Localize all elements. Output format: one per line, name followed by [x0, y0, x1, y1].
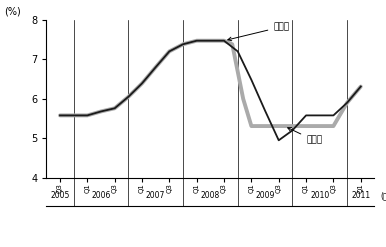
Text: 2007: 2007 — [146, 191, 165, 200]
Text: 2009: 2009 — [256, 191, 275, 200]
Text: 2008: 2008 — [201, 191, 220, 200]
Text: 推計値: 推計値 — [288, 128, 322, 145]
Text: (%): (%) — [3, 7, 20, 17]
Text: 2010: 2010 — [310, 191, 329, 200]
Text: 2011: 2011 — [351, 191, 370, 200]
Text: (年): (年) — [380, 191, 386, 200]
Text: 実績値: 実績値 — [228, 22, 290, 41]
Text: 2006: 2006 — [91, 191, 111, 200]
Text: 2005: 2005 — [50, 191, 70, 200]
